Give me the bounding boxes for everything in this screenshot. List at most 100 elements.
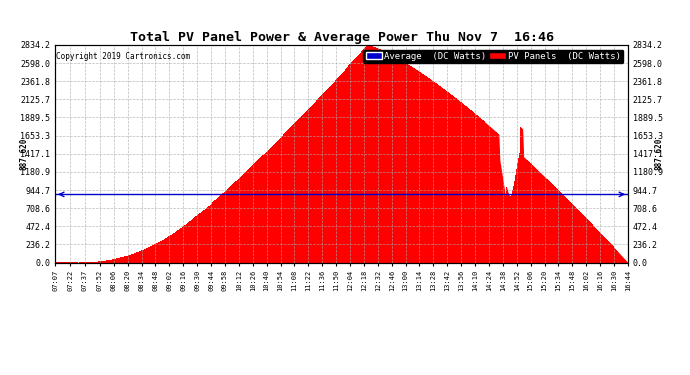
Bar <box>524 158 525 262</box>
Bar <box>305 112 306 262</box>
Bar <box>199 213 201 262</box>
Bar <box>332 84 333 262</box>
Bar <box>276 141 277 262</box>
Bar <box>148 248 149 262</box>
Bar <box>204 209 206 262</box>
Bar <box>335 80 337 262</box>
Bar <box>459 101 460 262</box>
Bar <box>422 74 423 262</box>
Bar <box>273 145 274 262</box>
Bar <box>169 236 170 262</box>
Bar <box>261 156 262 262</box>
Bar <box>417 70 418 262</box>
Bar <box>515 175 516 262</box>
Bar <box>591 225 593 262</box>
Bar <box>359 54 360 262</box>
Bar <box>412 67 413 262</box>
Bar <box>142 250 143 262</box>
Bar <box>150 246 151 262</box>
Bar <box>285 132 286 262</box>
Bar <box>175 232 176 262</box>
Bar <box>384 51 385 262</box>
Bar <box>206 207 208 262</box>
Bar <box>242 175 244 262</box>
Bar <box>170 235 171 262</box>
Bar <box>127 255 128 262</box>
Bar <box>428 78 429 262</box>
Bar <box>511 194 512 262</box>
Bar <box>362 50 364 262</box>
Bar <box>466 107 468 262</box>
Bar <box>129 255 130 262</box>
Bar <box>317 98 319 262</box>
Bar <box>245 172 246 262</box>
Bar <box>282 135 283 262</box>
Bar <box>348 66 350 262</box>
Bar <box>204 210 205 262</box>
Bar <box>443 88 444 262</box>
Bar <box>536 169 537 262</box>
Bar <box>514 181 515 262</box>
Bar <box>574 206 575 262</box>
Bar <box>156 243 157 262</box>
Bar <box>437 84 438 262</box>
Bar <box>471 111 473 262</box>
Bar <box>551 183 552 262</box>
Bar <box>102 261 103 262</box>
Bar <box>190 220 192 262</box>
Bar <box>196 216 197 262</box>
Bar <box>376 48 377 262</box>
Bar <box>174 232 175 262</box>
Bar <box>399 59 400 262</box>
Bar <box>255 162 256 262</box>
Bar <box>439 86 440 262</box>
Bar <box>219 196 221 262</box>
Bar <box>559 191 560 262</box>
Bar <box>222 194 224 262</box>
Bar <box>212 203 213 262</box>
Bar <box>427 77 428 262</box>
Bar <box>254 164 255 262</box>
Bar <box>611 245 613 262</box>
Bar <box>256 161 257 262</box>
Bar <box>590 222 591 262</box>
Bar <box>578 210 579 262</box>
Bar <box>366 46 367 262</box>
Bar <box>179 229 180 262</box>
Bar <box>513 186 514 262</box>
Bar <box>188 222 189 262</box>
Bar <box>423 74 424 262</box>
Bar <box>558 190 559 262</box>
Bar <box>124 256 125 262</box>
Bar <box>116 258 117 262</box>
Bar <box>571 203 572 262</box>
Bar <box>187 223 188 262</box>
Bar <box>230 186 231 262</box>
Bar <box>597 230 598 262</box>
Bar <box>521 128 522 262</box>
Bar <box>609 243 611 262</box>
Bar <box>280 138 281 262</box>
Bar <box>229 187 230 262</box>
Bar <box>333 81 335 262</box>
Bar <box>548 180 549 262</box>
Bar <box>330 86 331 262</box>
Bar <box>395 57 396 262</box>
Bar <box>115 259 117 262</box>
Bar <box>588 220 589 262</box>
Bar <box>307 110 308 262</box>
Bar <box>398 58 399 262</box>
Bar <box>306 111 307 262</box>
Bar <box>555 187 556 262</box>
Bar <box>283 135 284 262</box>
Bar <box>507 192 509 262</box>
Bar <box>495 132 496 262</box>
Bar <box>557 189 558 262</box>
Bar <box>564 196 565 262</box>
Bar <box>565 197 566 262</box>
Bar <box>167 237 168 262</box>
Bar <box>355 58 357 262</box>
Bar <box>473 113 475 262</box>
Bar <box>498 134 500 262</box>
Bar <box>373 46 375 262</box>
